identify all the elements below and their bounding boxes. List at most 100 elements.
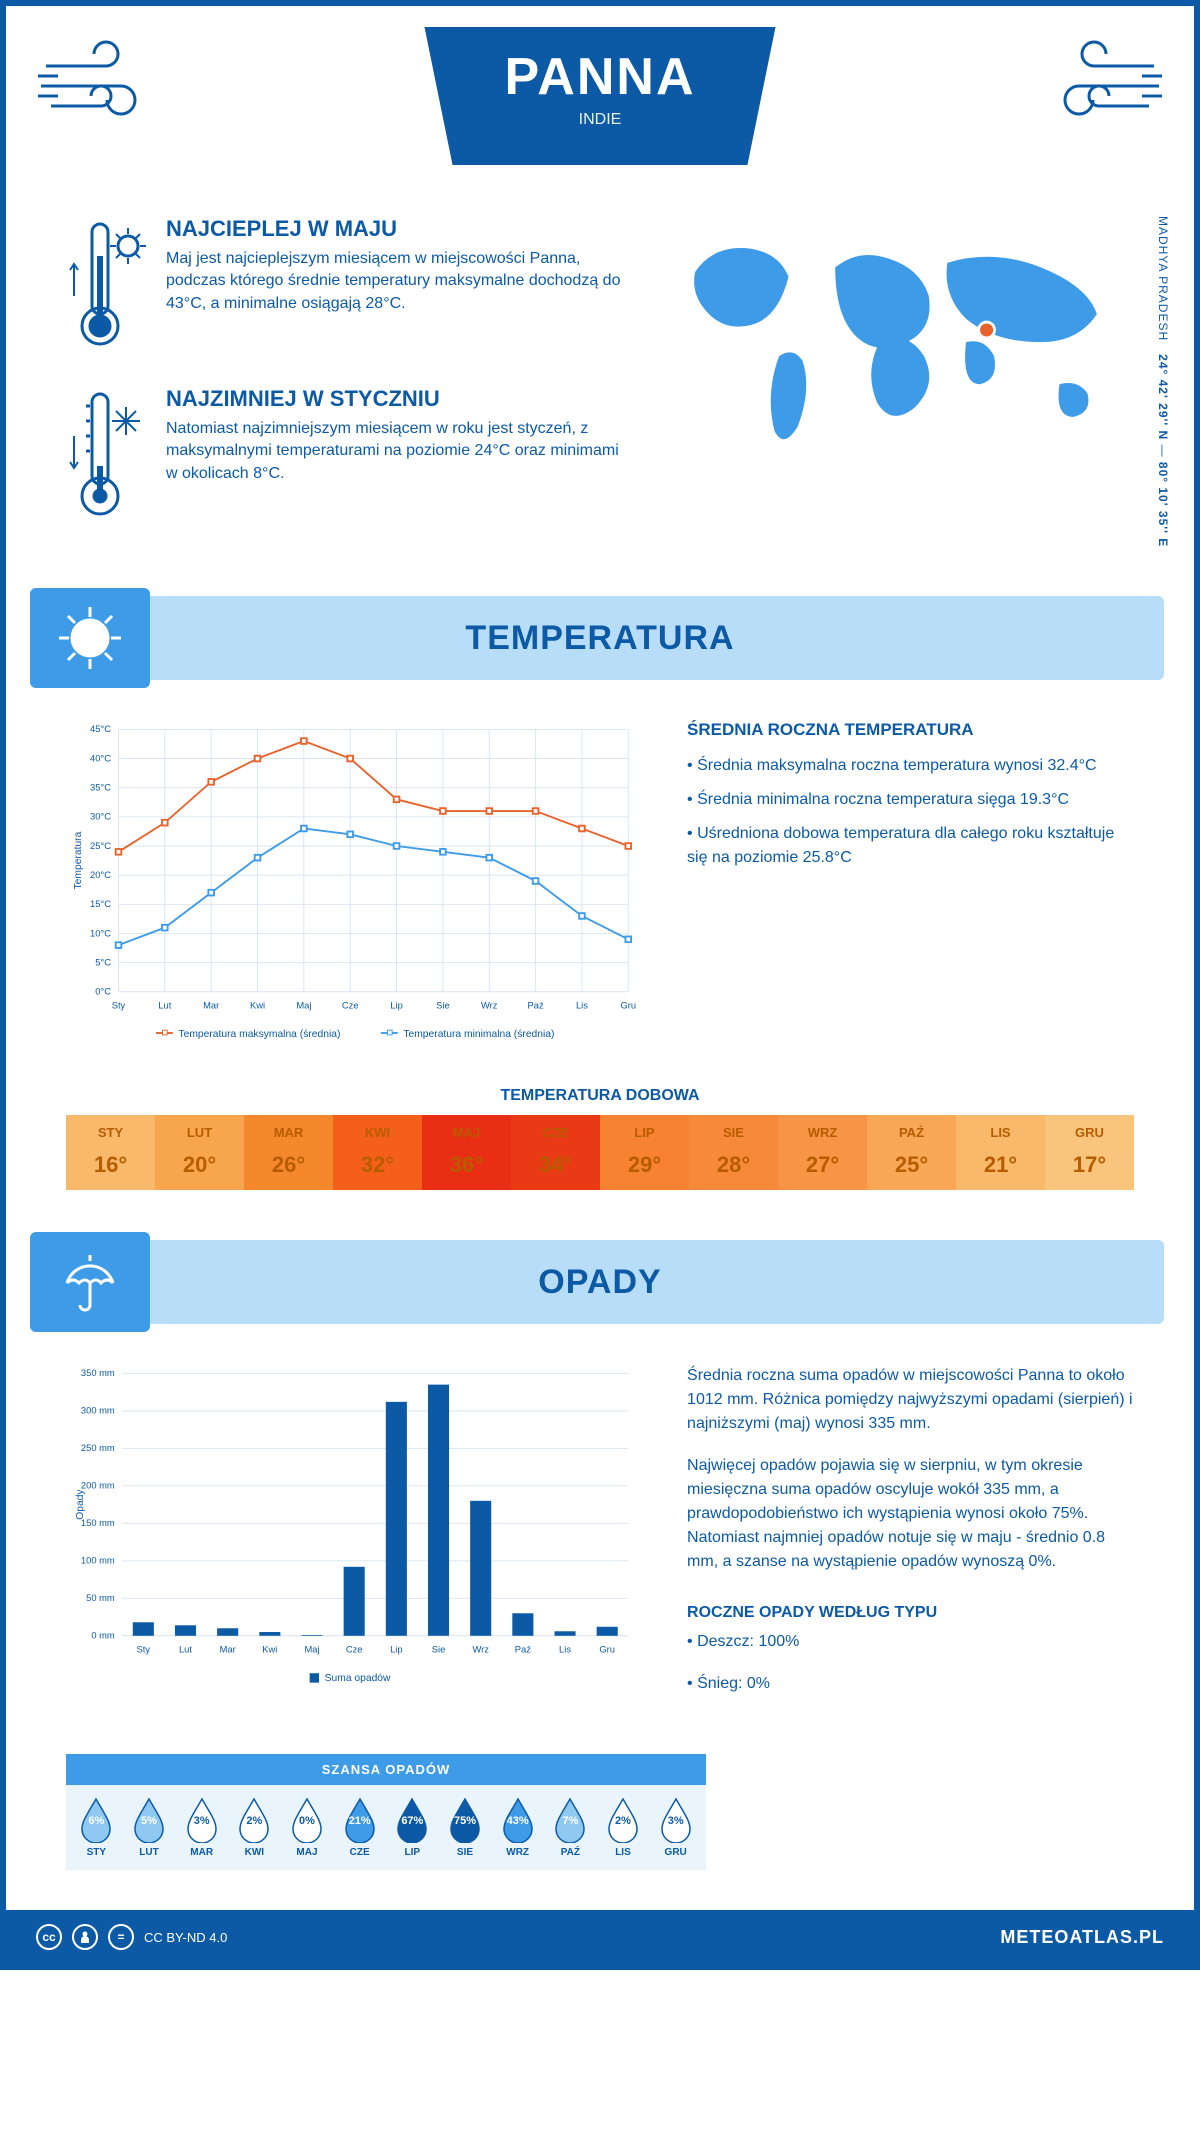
svg-text:5°C: 5°C xyxy=(95,957,111,967)
chance-cell: 5% LUT xyxy=(123,1797,176,1858)
month-value: 16° xyxy=(66,1146,155,1190)
month-value: 34° xyxy=(511,1146,600,1190)
month-value: 25° xyxy=(867,1146,956,1190)
svg-text:Temperatura minimalna (średnia: Temperatura minimalna (średnia) xyxy=(403,1029,554,1040)
month-value: 17° xyxy=(1045,1146,1134,1190)
raindrop-icon: 43% xyxy=(500,1797,536,1843)
month-value: 32° xyxy=(333,1146,422,1190)
month-header: STY xyxy=(66,1115,155,1146)
chance-cell: 0% MAJ xyxy=(281,1797,334,1858)
world-map xyxy=(667,216,1134,456)
license-label: CC BY-ND 4.0 xyxy=(144,1930,227,1945)
svg-text:Paź: Paź xyxy=(515,1645,531,1655)
month-header: SIE xyxy=(689,1115,778,1146)
intro-section: NAJCIEPLEJ W MAJU Maj jest najcieplejszy… xyxy=(6,186,1194,596)
svg-text:Wrz: Wrz xyxy=(481,1001,498,1011)
month-value: 27° xyxy=(778,1146,867,1190)
chance-cell: 2% KWI xyxy=(228,1797,281,1858)
month-header: LIP xyxy=(600,1115,689,1146)
svg-text:20°C: 20°C xyxy=(90,870,111,880)
svg-text:Sie: Sie xyxy=(432,1645,446,1655)
temperature-stats: ŚREDNIA ROCZNA TEMPERATURA • Średnia mak… xyxy=(687,720,1134,1057)
svg-text:0 mm: 0 mm xyxy=(91,1631,115,1641)
raindrop-icon: 2% xyxy=(236,1797,272,1843)
raindrop-icon: 3% xyxy=(184,1797,220,1843)
svg-text:Lis: Lis xyxy=(559,1645,571,1655)
svg-text:15°C: 15°C xyxy=(90,899,111,909)
svg-text:Paź: Paź xyxy=(528,1001,544,1011)
month-header: LIS xyxy=(956,1115,1045,1146)
temperature-section-header: TEMPERATURA xyxy=(36,596,1164,680)
temp-stat-item: • Uśredniona dobowa temperatura dla całe… xyxy=(687,822,1134,870)
thermometer-cold-icon xyxy=(66,386,146,526)
svg-text:Temperatura maksymalna (średni: Temperatura maksymalna (średnia) xyxy=(178,1029,340,1040)
chance-cell: 3% GRU xyxy=(649,1797,702,1858)
svg-text:Sty: Sty xyxy=(137,1645,151,1655)
footer: cc = CC BY-ND 4.0 METEOATLAS.PL xyxy=(6,1910,1194,1964)
coordinates: MADHYA PRADESH 24° 42' 29'' N — 80° 10' … xyxy=(1156,216,1170,547)
svg-text:200 mm: 200 mm xyxy=(81,1481,115,1491)
chance-cell: 6% STY xyxy=(70,1797,123,1858)
precip-paragraph: Średnia roczna suma opadów w miejscowośc… xyxy=(687,1364,1134,1436)
svg-text:150 mm: 150 mm xyxy=(81,1519,115,1529)
month-header: CZE xyxy=(511,1115,600,1146)
coldest-title: NAJZIMNIEJ W STYCZNIU xyxy=(166,386,627,412)
daily-temp-title: TEMPERATURA DOBOWA xyxy=(6,1087,1194,1105)
svg-text:300 mm: 300 mm xyxy=(81,1406,115,1416)
precip-type-title: ROCZNE OPADY WEDŁUG TYPU xyxy=(687,1604,1134,1622)
chance-cell: 3% MAR xyxy=(175,1797,228,1858)
chance-cell: 2% LIS xyxy=(597,1797,650,1858)
raindrop-icon: 7% xyxy=(552,1797,588,1843)
precipitation-section-header: OPADY xyxy=(36,1240,1164,1324)
svg-text:Mar: Mar xyxy=(203,1001,219,1011)
svg-text:30°C: 30°C xyxy=(90,812,111,822)
raindrop-icon: 3% xyxy=(658,1797,694,1843)
page-title: PANNA xyxy=(504,47,695,107)
month-header: GRU xyxy=(1045,1115,1134,1146)
month-value: 20° xyxy=(155,1146,244,1190)
svg-text:45°C: 45°C xyxy=(90,724,111,734)
svg-text:Maj: Maj xyxy=(304,1645,319,1655)
raindrop-icon: 2% xyxy=(605,1797,641,1843)
raindrop-icon: 21% xyxy=(342,1797,378,1843)
svg-text:25°C: 25°C xyxy=(90,841,111,851)
svg-text:Sty: Sty xyxy=(112,1001,126,1011)
license-info: cc = CC BY-ND 4.0 xyxy=(36,1924,227,1950)
svg-text:Suma opadów: Suma opadów xyxy=(325,1673,391,1684)
svg-text:50 mm: 50 mm xyxy=(86,1593,115,1603)
page-subtitle: INDIE xyxy=(504,111,695,129)
wind-icon xyxy=(36,36,176,136)
chance-cell: 43% WRZ xyxy=(491,1797,544,1858)
svg-text:100 mm: 100 mm xyxy=(81,1556,115,1566)
raindrop-icon: 0% xyxy=(289,1797,325,1843)
month-value: 28° xyxy=(689,1146,778,1190)
thermometer-hot-icon xyxy=(66,216,146,356)
umbrella-icon xyxy=(30,1232,150,1332)
header: PANNA INDIE xyxy=(6,6,1194,186)
by-icon xyxy=(72,1924,98,1950)
month-header: LUT xyxy=(155,1115,244,1146)
daily-temp-strip: STYLUTMARKWIMAJCZELIPSIEWRZPAŹLISGRU16°2… xyxy=(66,1115,1134,1190)
raindrop-icon: 5% xyxy=(131,1797,167,1843)
hottest-title: NAJCIEPLEJ W MAJU xyxy=(166,216,627,242)
svg-text:Lut: Lut xyxy=(179,1645,192,1655)
precipitation-heading: OPADY xyxy=(538,1263,661,1302)
svg-text:350 mm: 350 mm xyxy=(81,1369,115,1379)
svg-text:Gru: Gru xyxy=(620,1001,636,1011)
svg-text:Sie: Sie xyxy=(436,1001,450,1011)
wind-icon xyxy=(1024,36,1164,136)
precipitation-bar-chart: 0 mm50 mm100 mm150 mm200 mm250 mm300 mm3… xyxy=(66,1364,647,1714)
svg-text:Gru: Gru xyxy=(599,1645,615,1655)
raindrop-icon: 75% xyxy=(447,1797,483,1843)
svg-text:Lip: Lip xyxy=(390,1001,403,1011)
precip-type-snow: • Śnieg: 0% xyxy=(687,1672,1134,1696)
svg-text:Temperatura: Temperatura xyxy=(73,831,84,889)
svg-text:Kwi: Kwi xyxy=(250,1001,265,1011)
temp-stats-title: ŚREDNIA ROCZNA TEMPERATURA xyxy=(687,720,1134,740)
month-value: 36° xyxy=(422,1146,511,1190)
svg-text:Maj: Maj xyxy=(296,1001,311,1011)
cc-icon: cc xyxy=(36,1924,62,1950)
month-header: PAŹ xyxy=(867,1115,956,1146)
chance-cell: 21% CZE xyxy=(333,1797,386,1858)
svg-text:Lip: Lip xyxy=(390,1645,403,1655)
